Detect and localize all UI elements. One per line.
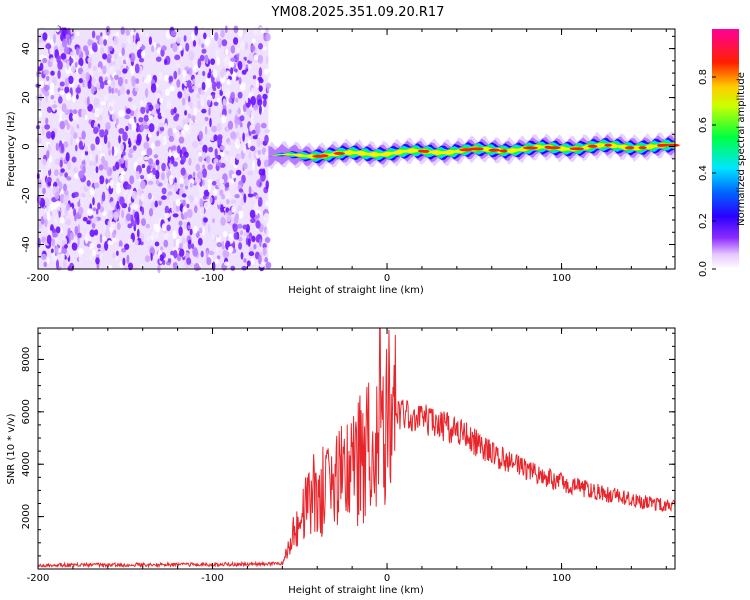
spectrogram-y-tick-label: -40 [21,236,32,252]
spectrogram-y-axis-label: Frequency (Hz) [6,111,17,187]
snr-y-axis-label: SNR (10 * v/v) [6,413,17,484]
figure-title: YM08.2025.351.09.20.R17 [271,5,445,20]
spectrogram-y-tick-label: 0 [21,143,32,149]
colorbar-tick-label: 0.6 [698,117,709,133]
colorbar-ticks: 0.0 0.2 0.4 0.6 0.8 [698,69,716,277]
spectrogram-y-tick-label: -20 [21,187,32,203]
snr-plot-area [37,327,676,569]
spectrogram-x-tick-label: -100 [201,273,224,284]
colorbar-tick-label: 0.8 [698,69,709,85]
spectrogram-y-ticks: -40 -20 0 20 40 [21,35,675,270]
spectrogram-y-tick-label: 20 [21,91,32,104]
snr-x-tick-label: -100 [201,573,224,584]
snr-x-tick-label: 100 [552,573,571,584]
snr-y-tick-label: 2000 [21,504,32,529]
spectrogram-frame [37,28,676,270]
snr-x-tick-label: -200 [27,573,50,584]
snr-y-tick-label: 6000 [21,399,32,424]
snr-x-ticks: -200 -100 0 100 [27,328,667,584]
snr-y-tick-label: 4000 [21,451,32,476]
snr-x-axis-label: Height of straight line (km) [288,585,424,596]
colorbar-tick-label: 0.4 [698,165,709,181]
spectrogram-x-ticks: -200 -100 0 100 [27,29,667,284]
spectrogram-x-tick-label: 0 [384,273,390,284]
snr-x-tick-label: 0 [384,573,390,584]
colorbar-tick-label: 0.2 [698,213,709,229]
snr-chart: -200 -100 0 100 2000 4000 6000 8000 Height of … [6,327,676,596]
spectrogram-y-tick-label: 40 [21,42,32,55]
colorbar-gradient [712,29,739,269]
snr-y-ticks: 2000 4000 6000 8000 [21,332,675,557]
spectrogram-plot-area [35,25,680,274]
colorbar: 0.0 0.2 0.4 0.6 0.8 Normalized spectral ampl… [698,29,747,277]
snr-series-line [37,327,676,569]
spectrogram-x-axis-label: Height of straight line (km) [288,285,424,296]
spectrogram-x-tick-label: -200 [27,273,50,284]
spectrogram-x-tick-label: 100 [552,273,571,284]
colorbar-label: Normalized spectral amplitude [736,72,747,226]
snr-frame [37,327,676,570]
colorbar-tick-label: 0.0 [698,261,709,277]
snr-y-tick-label: 8000 [21,347,32,372]
